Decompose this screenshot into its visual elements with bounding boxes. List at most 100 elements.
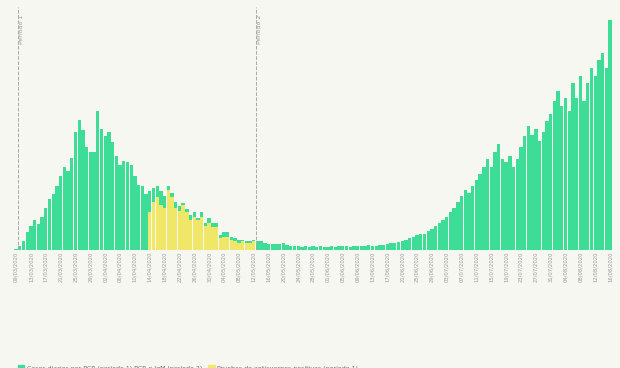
Bar (197, 220, 200, 250)
Bar (371, 245, 374, 250)
Bar (608, 20, 612, 250)
Bar (263, 243, 267, 250)
Bar (520, 147, 523, 250)
Bar (81, 130, 84, 250)
Bar (367, 245, 371, 250)
Bar (322, 247, 326, 250)
Bar (393, 243, 396, 250)
Bar (92, 152, 95, 250)
Bar (70, 158, 73, 250)
Bar (170, 192, 174, 250)
Bar (159, 205, 162, 250)
Bar (104, 137, 107, 250)
Bar (230, 237, 233, 250)
Bar (133, 176, 136, 250)
Bar (467, 192, 471, 250)
Bar (267, 244, 270, 250)
Bar (479, 174, 482, 250)
Bar (189, 215, 192, 250)
Bar (278, 244, 281, 250)
Bar (494, 152, 497, 250)
Bar (126, 162, 129, 250)
Bar (348, 247, 352, 250)
Bar (152, 188, 155, 250)
Bar (274, 244, 278, 250)
Bar (449, 212, 452, 250)
Bar (219, 235, 222, 250)
Bar (330, 246, 334, 250)
Bar (249, 243, 252, 250)
Text: Periodo 2: Periodo 2 (257, 15, 262, 44)
Bar (245, 243, 248, 250)
Bar (259, 241, 263, 250)
Bar (148, 212, 151, 250)
Bar (25, 232, 29, 250)
Bar (170, 197, 174, 250)
Bar (159, 191, 162, 250)
Bar (85, 147, 88, 250)
Bar (482, 167, 485, 250)
Bar (575, 98, 578, 250)
Bar (96, 110, 99, 250)
Bar (497, 144, 500, 250)
Bar (182, 203, 185, 250)
Bar (37, 224, 40, 250)
Bar (152, 202, 155, 250)
Bar (163, 196, 166, 250)
Legend: Casos diarios por PCR (periodo 1) PCR e IgM (periodo 2), Pruebas de anticuerpos : Casos diarios por PCR (periodo 1) PCR e … (16, 363, 360, 368)
Bar (586, 83, 590, 250)
Bar (423, 234, 426, 250)
Bar (211, 223, 215, 250)
Bar (360, 247, 363, 250)
Bar (582, 102, 586, 250)
Bar (100, 129, 103, 250)
Bar (408, 238, 411, 250)
Bar (397, 242, 400, 250)
Bar (234, 241, 237, 250)
Bar (189, 220, 192, 250)
Bar (204, 226, 207, 250)
Bar (512, 167, 515, 250)
Bar (300, 247, 304, 250)
Bar (430, 229, 433, 250)
Bar (560, 106, 564, 250)
Bar (163, 208, 166, 250)
Bar (356, 246, 360, 250)
Bar (44, 208, 48, 250)
Bar (456, 202, 459, 250)
Bar (215, 227, 218, 250)
Bar (404, 240, 407, 250)
Bar (441, 220, 445, 250)
Bar (593, 76, 597, 250)
Bar (156, 197, 159, 250)
Bar (475, 180, 478, 250)
Bar (48, 199, 51, 250)
Bar (208, 218, 211, 250)
Bar (174, 208, 177, 250)
Bar (508, 156, 512, 250)
Bar (567, 110, 571, 250)
Bar (74, 132, 77, 250)
Bar (401, 241, 404, 250)
Bar (341, 246, 345, 250)
Bar (200, 212, 203, 250)
Bar (556, 91, 560, 250)
Bar (337, 247, 341, 250)
Bar (174, 202, 177, 250)
Bar (571, 83, 575, 250)
Bar (14, 249, 18, 250)
Bar (215, 223, 218, 250)
Bar (285, 245, 289, 250)
Bar (505, 162, 508, 250)
Bar (549, 114, 552, 250)
Bar (249, 241, 252, 250)
Bar (78, 120, 81, 250)
Bar (130, 165, 133, 250)
Bar (241, 241, 244, 250)
Bar (601, 53, 604, 250)
Bar (200, 217, 203, 250)
Bar (230, 240, 233, 250)
Bar (378, 245, 381, 250)
Bar (516, 159, 519, 250)
Bar (226, 237, 229, 250)
